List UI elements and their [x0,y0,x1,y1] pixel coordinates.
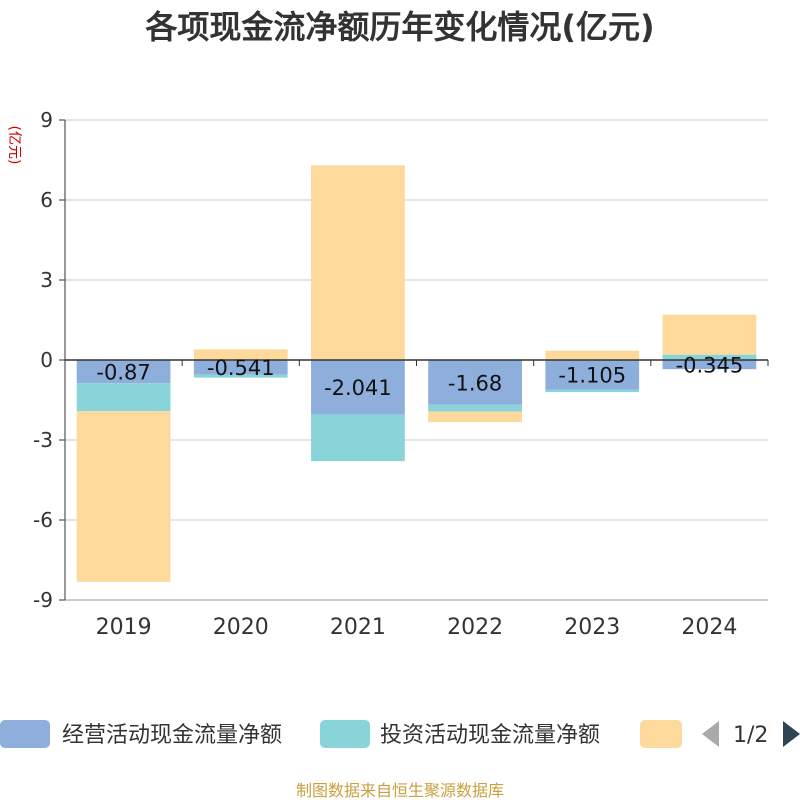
legend-swatch-investing[interactable] [320,720,370,748]
bar-2019-series-2[interactable] [76,411,171,582]
y-tick-label: 3 [40,268,53,292]
y-tick-label: 0 [40,348,53,372]
bar-2019-series-1[interactable] [76,383,171,412]
bar-2023-series-1[interactable] [545,389,640,393]
bar-2020-series-0[interactable] [193,360,288,375]
bar-2021-series-2[interactable] [311,165,405,360]
bar-2022-series-0[interactable] [428,360,522,405]
y-tick-label: 9 [40,108,53,132]
bar-2023-series-2[interactable] [545,350,640,360]
data-labels: -0.87 -0.541 -2.041 -1.68 -1.105 -0.345 [96,354,743,401]
data-label-2020: -0.541 [207,356,275,380]
bar-2021-series-1[interactable] [311,414,405,462]
data-label-2022: -1.68 [448,371,502,395]
legend-swatch-financing[interactable] [640,720,682,748]
legend-label-investing[interactable]: 投资活动现金流量净额 [380,723,600,748]
x-tick-label-2023: 2023 [564,615,620,640]
bar-2020-series-2[interactable] [193,349,288,360]
bar-2023-series-0[interactable] [545,360,640,390]
y-tick-label: 6 [40,188,53,212]
y-tick-label: -6 [33,508,53,532]
legend-swatch-operating[interactable] [0,720,50,748]
x-tick-label-2020: 2020 [213,615,269,640]
chart-title: 各项现金流净额历年变化情况(亿元) [145,8,654,46]
legend-page-indicator: 1/2 [733,723,768,748]
y-axis-unit: (亿元) [6,126,22,165]
data-label-2021: -2.041 [324,376,392,400]
data-source-note: 制图数据来自恒生聚源数据库 [296,781,504,800]
bar-2019-series-0[interactable] [76,360,171,384]
legend-label-operating[interactable]: 经营活动现金流量净额 [62,723,282,748]
bar-2021-series-0[interactable] [311,360,405,415]
legend-prev-page-icon[interactable] [702,721,719,747]
bar-2020-series-1[interactable] [193,374,288,378]
legend: 经营活动现金流量净额 投资活动现金流量净额 1/2 [0,720,800,748]
x-tick-label-2022: 2022 [447,615,503,640]
bar-2024-series-1[interactable] [662,354,757,360]
legend-next-page-icon[interactable] [783,721,800,747]
x-tick-label-2021: 2021 [330,615,386,640]
bar-2024-series-2[interactable] [662,314,757,355]
x-tick-label-2024: 2024 [681,615,737,640]
data-label-2023: -1.105 [558,364,626,388]
y-tick-label: -9 [33,588,53,612]
data-label-2019: -0.87 [96,361,150,385]
bar-2024-series-0[interactable] [662,360,757,370]
axes: 9 6 3 0 -3 -6 -9 2019 2020 2021 2022 2023 2024 [33,108,769,640]
data-label-2024: -0.345 [676,354,744,378]
bars [76,165,757,582]
bar-2022-series-1[interactable] [428,404,522,412]
y-tick-label: -3 [33,428,53,452]
bar-2022-series-2[interactable] [428,411,522,423]
x-tick-label-2019: 2019 [96,615,152,640]
